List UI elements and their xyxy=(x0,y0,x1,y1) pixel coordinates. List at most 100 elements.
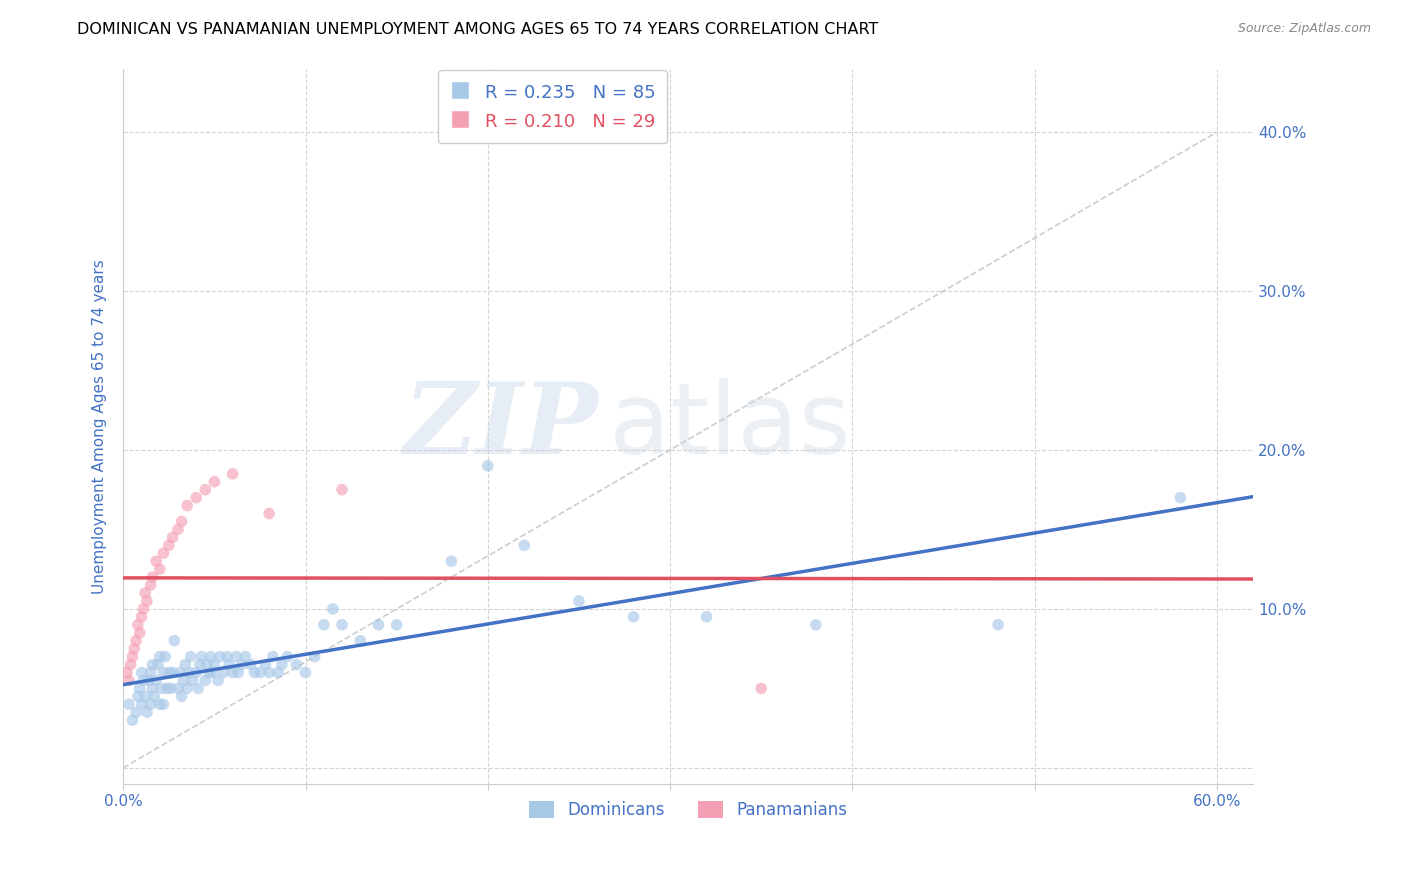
Point xyxy=(198,665,221,680)
Point xyxy=(186,491,208,505)
Point xyxy=(749,681,772,696)
Point xyxy=(128,625,150,640)
Point xyxy=(128,681,150,696)
Point xyxy=(212,665,235,680)
Point xyxy=(257,665,280,680)
Point xyxy=(122,641,145,656)
Legend: Dominicans, Panamanians: Dominicans, Panamanians xyxy=(523,794,855,825)
Point xyxy=(477,458,499,473)
Point xyxy=(176,681,198,696)
Point xyxy=(204,657,226,672)
Point xyxy=(125,705,148,719)
Point xyxy=(440,554,463,568)
Y-axis label: Unemployment Among Ages 65 to 74 years: Unemployment Among Ages 65 to 74 years xyxy=(93,259,107,593)
Point xyxy=(159,681,181,696)
Point xyxy=(149,649,172,664)
Point xyxy=(276,649,298,664)
Point xyxy=(195,657,218,672)
Point xyxy=(349,633,371,648)
Text: Source: ZipAtlas.com: Source: ZipAtlas.com xyxy=(1237,22,1371,36)
Point xyxy=(194,483,217,497)
Point xyxy=(152,546,174,560)
Point xyxy=(125,633,148,648)
Point xyxy=(136,594,159,608)
Point xyxy=(221,665,243,680)
Point xyxy=(143,690,166,704)
Point xyxy=(146,657,169,672)
Point xyxy=(322,602,344,616)
Point xyxy=(207,673,229,688)
Point xyxy=(149,698,172,712)
Point xyxy=(194,673,217,688)
Point xyxy=(208,649,231,664)
Point xyxy=(139,665,162,680)
Point xyxy=(243,665,266,680)
Point xyxy=(285,657,308,672)
Point xyxy=(139,578,162,592)
Point xyxy=(987,617,1010,632)
Point xyxy=(188,657,211,672)
Point xyxy=(141,570,163,584)
Point xyxy=(226,665,249,680)
Point xyxy=(225,649,247,664)
Point xyxy=(217,649,239,664)
Point xyxy=(162,530,184,544)
Point xyxy=(170,515,193,529)
Point xyxy=(304,649,326,664)
Point xyxy=(204,475,226,489)
Point xyxy=(170,690,193,704)
Point xyxy=(127,617,149,632)
Point xyxy=(145,554,167,568)
Point xyxy=(131,698,153,712)
Point xyxy=(568,594,591,608)
Point xyxy=(141,657,163,672)
Point xyxy=(270,657,292,672)
Point xyxy=(176,499,198,513)
Point xyxy=(1170,491,1192,505)
Point xyxy=(152,698,174,712)
Point xyxy=(513,538,536,552)
Point xyxy=(132,602,155,616)
Point xyxy=(134,586,156,600)
Point xyxy=(131,665,153,680)
Point xyxy=(249,665,271,680)
Point xyxy=(118,673,141,688)
Point xyxy=(696,610,718,624)
Point xyxy=(385,617,408,632)
Point xyxy=(623,610,645,624)
Point xyxy=(294,665,316,680)
Point xyxy=(131,610,153,624)
Point xyxy=(132,673,155,688)
Point xyxy=(157,538,180,552)
Point xyxy=(141,681,163,696)
Point xyxy=(177,665,200,680)
Point xyxy=(312,617,335,632)
Point xyxy=(118,698,141,712)
Point xyxy=(156,681,179,696)
Point xyxy=(231,657,253,672)
Point xyxy=(174,657,197,672)
Text: DOMINICAN VS PANAMANIAN UNEMPLOYMENT AMONG AGES 65 TO 74 YEARS CORRELATION CHART: DOMINICAN VS PANAMANIAN UNEMPLOYMENT AMO… xyxy=(77,22,879,37)
Point xyxy=(201,665,224,680)
Point xyxy=(152,665,174,680)
Point xyxy=(150,681,173,696)
Point xyxy=(267,665,290,680)
Point xyxy=(200,649,222,664)
Point xyxy=(190,649,212,664)
Point xyxy=(804,617,827,632)
Point xyxy=(367,617,389,632)
Point xyxy=(172,673,194,688)
Text: atlas: atlas xyxy=(609,377,851,475)
Text: ZIP: ZIP xyxy=(404,378,598,475)
Point xyxy=(218,657,240,672)
Point xyxy=(257,507,280,521)
Point xyxy=(121,649,143,664)
Point xyxy=(145,673,167,688)
Point xyxy=(254,657,277,672)
Point xyxy=(155,649,177,664)
Point xyxy=(157,665,180,680)
Point xyxy=(127,690,149,704)
Point xyxy=(221,467,243,481)
Point xyxy=(134,690,156,704)
Point xyxy=(163,633,186,648)
